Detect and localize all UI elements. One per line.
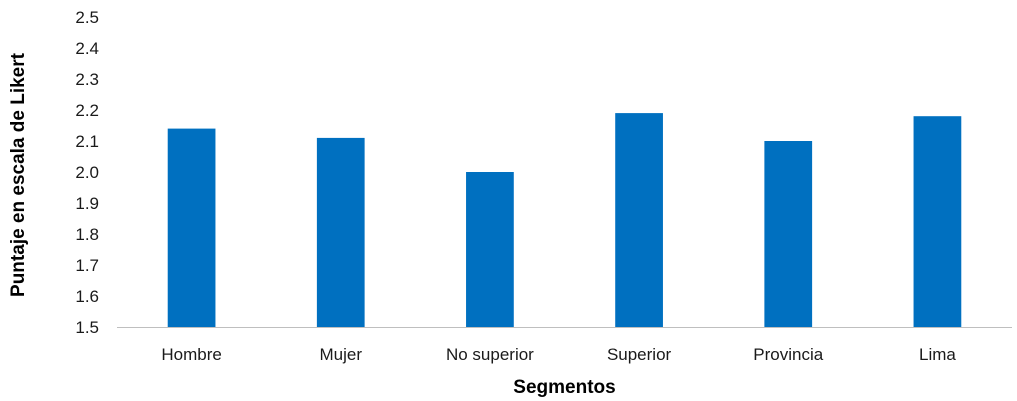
y-tick-label: 2.0: [75, 163, 99, 182]
y-tick-label: 1.6: [75, 287, 99, 306]
bar-mujer: [316, 137, 365, 327]
bar-superior: [615, 113, 663, 327]
y-tick-label: 2.1: [75, 132, 99, 151]
x-tick-label: Lima: [919, 345, 956, 364]
x-tick-label: No superior: [446, 345, 534, 364]
bar-provincia: [764, 141, 813, 327]
y-axis-ticks: 1.5 1.6 1.7 1.8 1.9 2.0 2.1 2.2 2.3 2.4 2.5: [75, 8, 99, 337]
y-tick-label: 2.2: [75, 101, 99, 120]
y-tick-label: 1.8: [75, 225, 99, 244]
x-axis-ticks: Hombre Mujer No superior Superior Provincia L…: [161, 345, 956, 364]
bar-hombre: [167, 128, 216, 327]
x-tick-label: Hombre: [161, 345, 221, 364]
y-axis-title: Puntaje en escala de Likert: [8, 52, 29, 297]
bars-group: [167, 113, 962, 327]
y-tick-label: 2.5: [75, 8, 99, 27]
y-tick-label: 1.5: [75, 318, 99, 337]
x-tick-label: Mujer: [319, 345, 362, 364]
y-tick-label: 1.9: [75, 194, 99, 213]
y-tick-label: 2.3: [75, 70, 99, 89]
y-tick-label: 1.7: [75, 256, 99, 275]
x-tick-label: Provincia: [753, 345, 823, 364]
bar-no-superior: [466, 172, 514, 327]
x-tick-label: Superior: [607, 345, 672, 364]
y-tick-label: 2.4: [75, 39, 99, 58]
bar-lima: [913, 116, 962, 327]
x-axis-title: Segmentos: [513, 377, 615, 398]
